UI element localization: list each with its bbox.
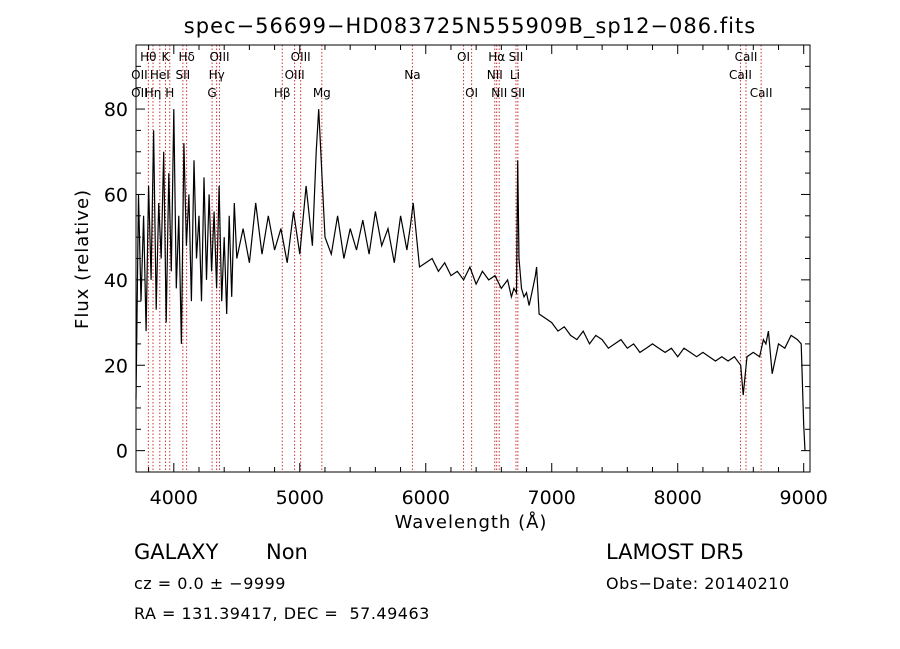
line-label: Hη (145, 86, 162, 100)
line-label: G (207, 86, 216, 100)
ticks-layer: 4000 5000 6000 7000 8000 9000 0 20 40 60 80 (104, 44, 828, 509)
spectrum-line (135, 109, 806, 451)
y-tick-label: 60 (104, 184, 128, 206)
redshift-text: cz = 0.0 ± −9999 (134, 574, 286, 593)
line-label: OI (465, 86, 478, 100)
line-label: HeI (150, 68, 170, 82)
line-label: Hβ (274, 86, 291, 100)
line-label: OI (457, 50, 470, 64)
class-label: GALAXY (134, 540, 219, 564)
series-layer (135, 109, 806, 451)
chart-title: spec−56699−HD083725N555909B_sp12−086.fit… (184, 14, 756, 39)
y-tick-label: 40 (104, 270, 128, 292)
line-label: Hθ (140, 50, 156, 64)
subclass-label: Non (266, 540, 308, 564)
line-label: H (165, 86, 174, 100)
line-label: CaII (750, 86, 773, 100)
line-label: Na (404, 68, 420, 82)
line-label: SII (509, 50, 524, 64)
coordinates-text: RA = 131.39417, DEC = 57.49463 (134, 604, 430, 623)
line-label: OII (131, 68, 148, 82)
x-tick-label: 9000 (780, 487, 828, 509)
line-label: Li (510, 68, 520, 82)
line-label: K (162, 50, 171, 64)
line-label: CaII (735, 50, 758, 64)
line-label: OIII (291, 50, 311, 64)
survey-label: LAMOST DR5 (606, 540, 745, 564)
line-label: NII (491, 86, 507, 100)
y-tick-label: 0 (116, 441, 128, 463)
line-label: CaII (729, 68, 752, 82)
line-label: SII (510, 86, 525, 100)
line-label: Hδ (178, 50, 194, 64)
line-label: OII (131, 86, 148, 100)
x-axis-title: Wavelength (Å) (395, 511, 548, 533)
line-markers-layer (147, 45, 762, 472)
line-label: Mg (313, 86, 331, 100)
line-label: Hα (488, 50, 505, 64)
y-tick-label: 20 (104, 355, 128, 377)
x-tick-label: 6000 (402, 487, 450, 509)
obs-date-text: Obs−Date: 20140210 (606, 574, 790, 593)
line-label: SII (176, 68, 191, 82)
y-tick-label: 80 (104, 99, 128, 121)
y-axis-title: Flux (relative) (72, 189, 93, 329)
x-tick-label: 5000 (276, 487, 324, 509)
line-label: OIII (285, 68, 305, 82)
x-tick-label: 8000 (654, 487, 702, 509)
line-label: OIII (209, 50, 229, 64)
line-label: NII (487, 68, 503, 82)
x-tick-label: 7000 (528, 487, 576, 509)
x-tick-label: 4000 (150, 487, 198, 509)
line-label: Hγ (209, 68, 225, 82)
